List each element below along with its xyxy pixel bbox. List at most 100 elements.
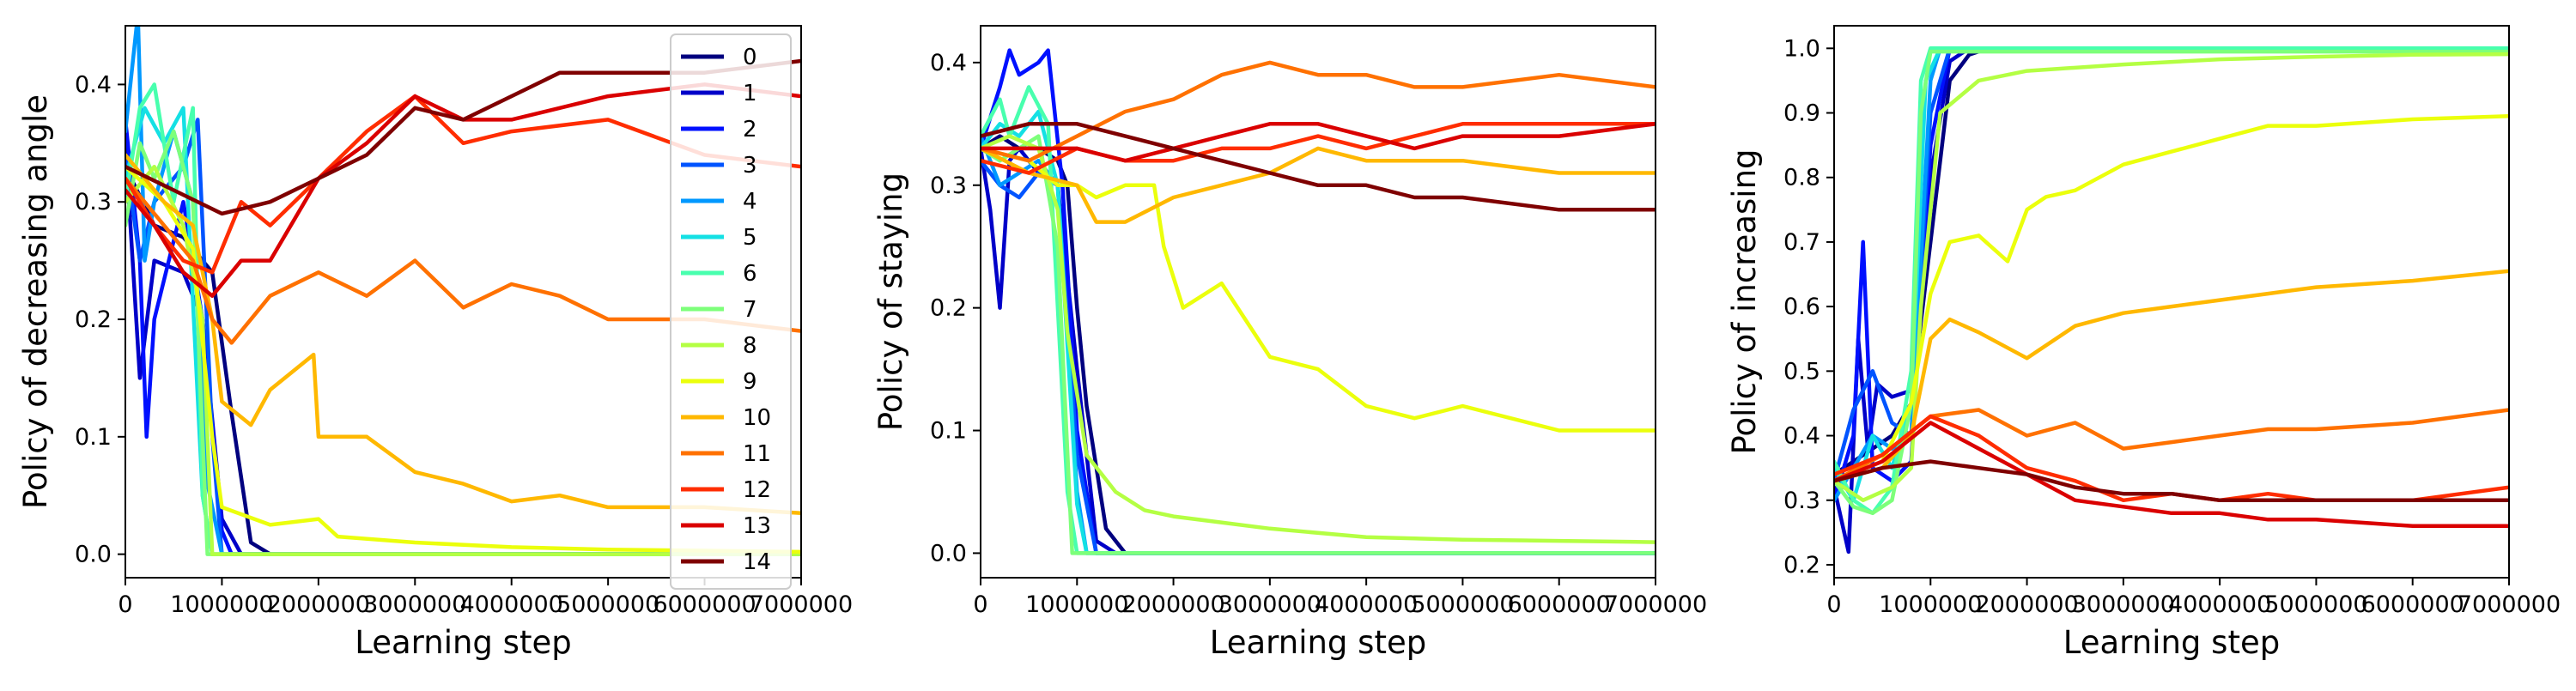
x-tick-label: 2000000 [1975, 591, 2078, 618]
x-axis-label: Learning step [2063, 624, 2280, 661]
series-line-12 [1834, 414, 2509, 503]
series-line-10 [981, 146, 1656, 224]
x-tick-label: 1000000 [1025, 591, 1128, 618]
series-line-9 [125, 164, 801, 555]
y-tick-label: 0.3 [1783, 488, 1820, 514]
series-line-8 [1834, 52, 2509, 503]
y-tick-label: 0.4 [75, 71, 112, 98]
series-group [125, 26, 801, 556]
chart-panel-2: 0 100000020000003000000400000050000006000… [872, 25, 1707, 661]
x-axis-label: Learning step [355, 624, 571, 661]
series-line-13 [981, 122, 1656, 163]
y-axis-label: Policy of increasing [1726, 149, 1763, 454]
x-tick-label: 6000000 [1508, 591, 1611, 618]
y-tick-label: 0.3 [930, 173, 967, 199]
y-tick-label: 0.4 [1783, 423, 1820, 450]
series-line-7 [981, 134, 1656, 555]
y-tick-label: 0.8 [1783, 165, 1820, 191]
series-line-11 [1834, 408, 2509, 483]
series-line-11 [981, 60, 1656, 163]
legend-label-14: 14 [743, 549, 771, 575]
series-line-7 [125, 129, 801, 556]
y-axis-label: Policy of staying [872, 173, 909, 431]
y-tick-label: 0.1 [930, 418, 967, 445]
legend-label-8: 8 [743, 333, 757, 359]
legend-label-0: 0 [743, 45, 757, 70]
y-tick-label: 0.7 [1783, 229, 1820, 256]
legend-label-1: 1 [743, 81, 757, 106]
series-line-11 [125, 176, 801, 345]
y-tick-label: 0.9 [1783, 100, 1820, 127]
y-tick-label: 0.2 [1783, 552, 1820, 579]
series-line-13 [1834, 421, 2509, 529]
x-tick-label: 0 [118, 591, 132, 618]
axes-frame [125, 25, 802, 579]
legend-label-7: 7 [743, 297, 757, 323]
y-tick-label: 0.5 [1783, 358, 1820, 385]
series-line-13 [125, 82, 801, 298]
legend-label-2: 2 [743, 117, 757, 142]
y-axis-label: Policy of decreasing angle [17, 94, 54, 509]
x-tick-label: 6000000 [653, 591, 756, 618]
series-line-10 [1834, 269, 2509, 483]
chart-panel-1: 0 100000020000003000000400000050000006000… [17, 25, 853, 661]
legend-label-3: 3 [743, 153, 757, 179]
x-tick-label: 5000000 [1411, 591, 1514, 618]
y-tick-label: 0.0 [75, 542, 112, 568]
series-line-8 [125, 164, 801, 556]
x-tick-label: 7000000 [750, 591, 853, 618]
series-line-7 [1834, 49, 2509, 516]
series-group [981, 48, 1656, 555]
series-line-6 [981, 85, 1656, 555]
legend-label-13: 13 [743, 513, 771, 539]
legend-label-10: 10 [743, 405, 771, 431]
x-tick-label: 2000000 [267, 591, 370, 618]
y-tick-label: 0.4 [930, 50, 967, 76]
x-tick-label: 3000000 [2072, 591, 2175, 618]
y-tick-label: 0.3 [75, 189, 112, 215]
legend-label-4: 4 [743, 189, 757, 215]
legend-label-9: 9 [743, 369, 757, 395]
series-line-2 [125, 118, 801, 556]
x-tick-label: 7000000 [1604, 591, 1707, 618]
series-line-14 [1834, 459, 2509, 503]
series-line-2 [981, 48, 1656, 555]
axes-frame [980, 25, 1656, 579]
y-tick-label: 0.6 [1783, 294, 1820, 320]
series-line-0 [981, 134, 1656, 555]
series-line-2 [1834, 46, 2509, 503]
x-tick-label: 5000000 [556, 591, 659, 618]
axes-frame [1833, 25, 2510, 579]
x-tick-label: 3000000 [1218, 591, 1321, 618]
x-axis-label: Learning step [1210, 624, 1426, 661]
x-tick-label: 7000000 [2458, 591, 2561, 618]
x-tick-label: 4000000 [2168, 591, 2271, 618]
legend-label-6: 6 [743, 261, 757, 287]
x-tick-label: 5000000 [2264, 591, 2367, 618]
x-tick-label: 4000000 [1315, 591, 1418, 618]
x-tick-label: 6000000 [2361, 591, 2464, 618]
x-tick-label: 3000000 [363, 591, 466, 618]
series-line-8 [981, 134, 1656, 544]
x-tick-label: 0 [1826, 591, 1841, 618]
x-tick-label: 1000000 [170, 591, 273, 618]
legend-label-5: 5 [743, 225, 757, 251]
chart-panel-3: 0 100000020000003000000400000050000006000… [1726, 25, 2561, 661]
series-line-12 [125, 94, 801, 275]
y-tick-label: 0.2 [75, 306, 112, 333]
series-group [1834, 46, 2509, 555]
y-tick-label: 0.2 [930, 295, 967, 322]
series-line-14 [981, 122, 1656, 212]
y-tick-label: 0.1 [75, 424, 112, 451]
series-line-0 [125, 164, 801, 556]
legend-label-11: 11 [743, 441, 771, 467]
x-tick-label: 1000000 [1879, 591, 1982, 618]
series-line-3 [125, 118, 801, 556]
series-line-14 [125, 58, 801, 216]
series-line-9 [1834, 114, 2509, 483]
x-tick-label: 4000000 [460, 591, 563, 618]
legend-box [670, 33, 792, 590]
y-tick-label: 0.0 [930, 540, 967, 567]
